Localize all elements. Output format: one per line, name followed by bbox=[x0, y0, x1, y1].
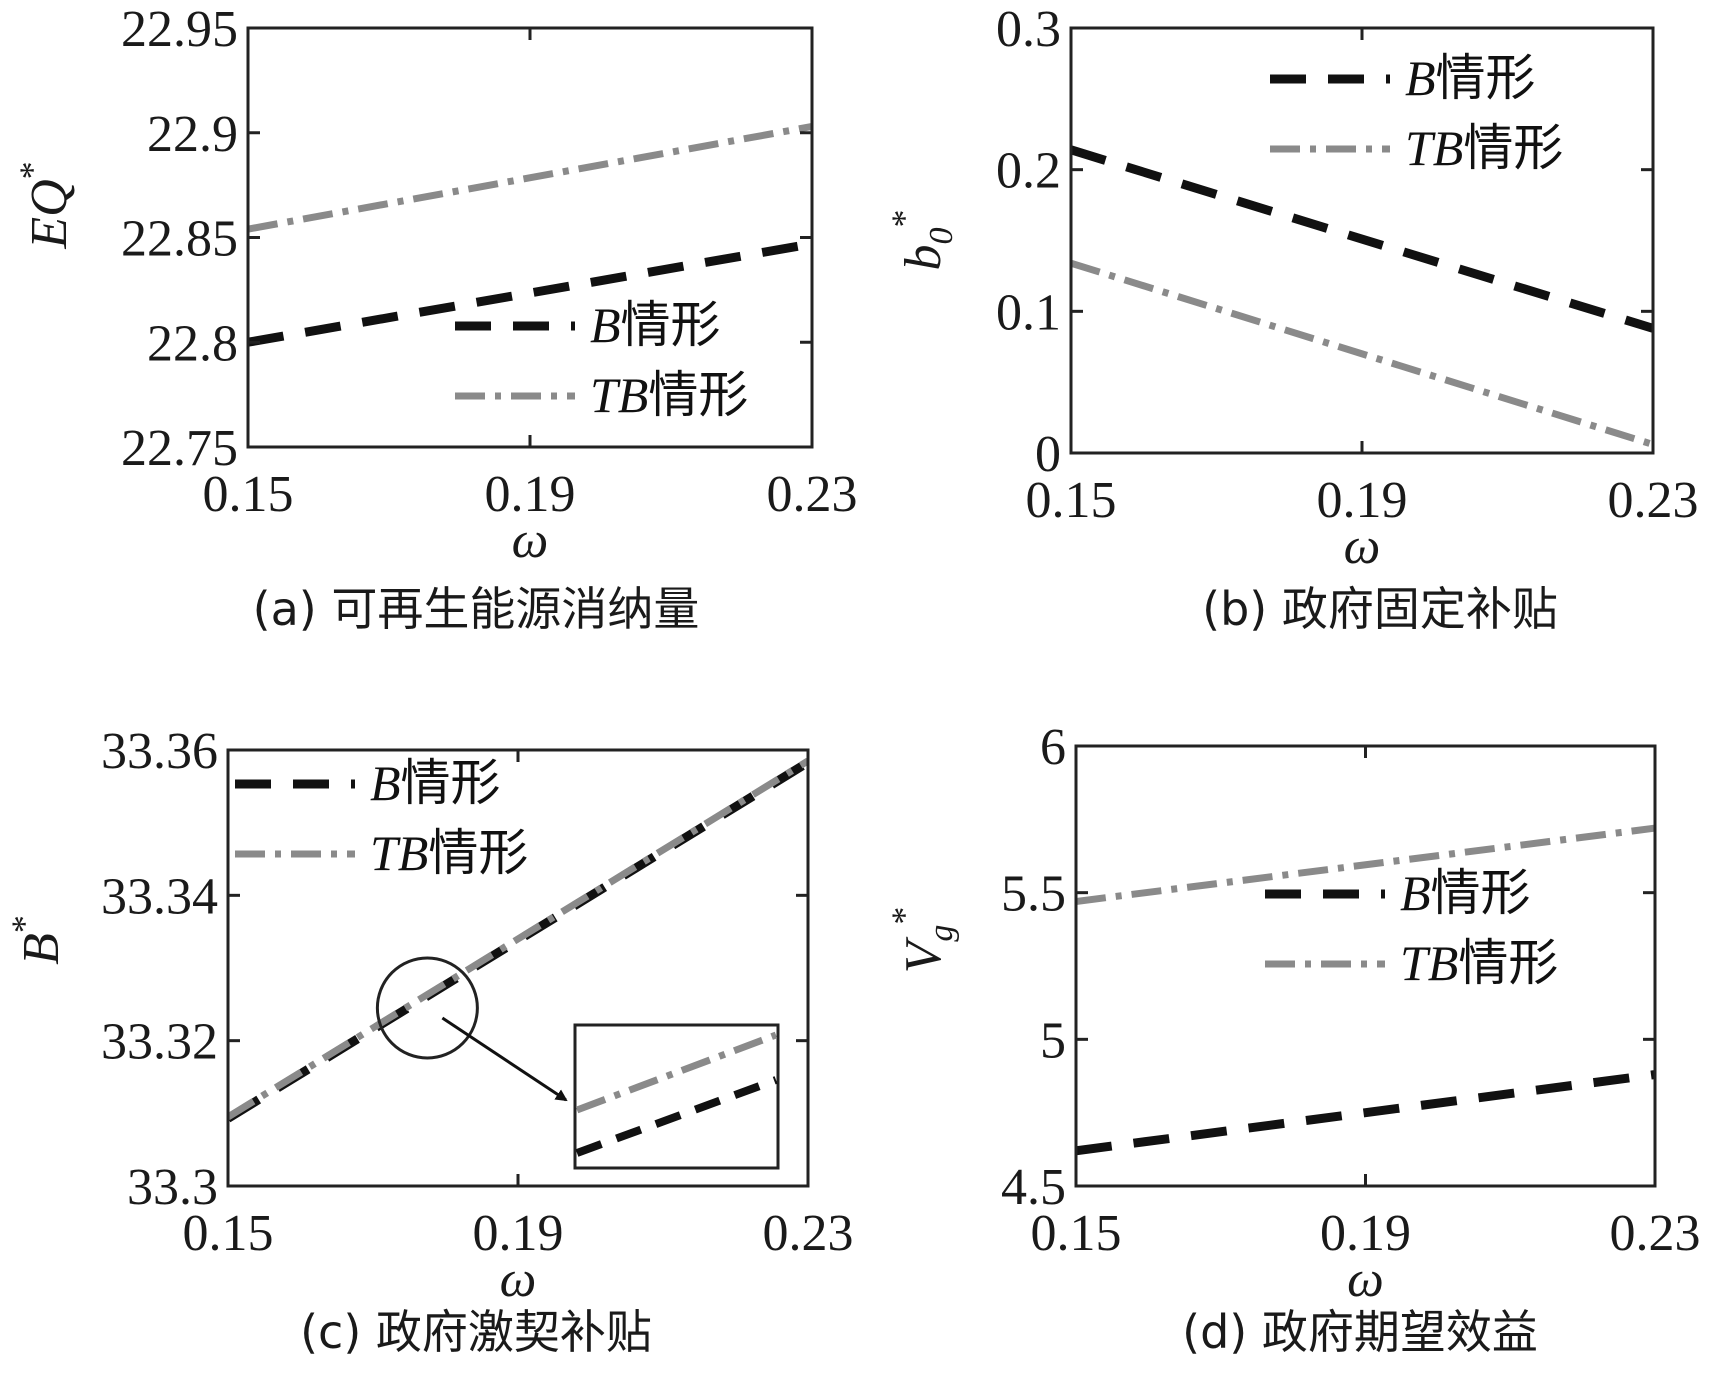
y-tick-label: 0.2 bbox=[996, 143, 1061, 200]
series-line-tb bbox=[228, 757, 808, 1120]
y-tick-label: 33.34 bbox=[101, 868, 218, 925]
legend-label-b: B情形 bbox=[370, 754, 501, 812]
y-axis-label: B* bbox=[4, 915, 70, 965]
x-tick-label: 0.19 bbox=[1320, 1205, 1411, 1262]
x-tick-label: 0.15 bbox=[1026, 472, 1117, 529]
series-line-tb bbox=[248, 123, 812, 233]
panel-d: 0.15 0.19 0.23 4.5 5 5.5 6 ω Vg* B情形 TB情形 (d) 政府期望效… bbox=[884, 719, 1701, 1359]
y-tick-label: 0 bbox=[1035, 426, 1061, 483]
y-tick-label: 22.8 bbox=[147, 315, 238, 372]
x-tick-label: 0.23 bbox=[763, 1205, 854, 1262]
inset-series bbox=[575, 1031, 778, 1157]
y-tick-label: 0.1 bbox=[996, 284, 1061, 341]
inset-line-b bbox=[575, 1076, 778, 1157]
y-tick-label: 22.95 bbox=[121, 1, 238, 58]
x-tick-label: 0.15 bbox=[203, 466, 294, 523]
series-line-b bbox=[1076, 1070, 1655, 1156]
legend-label-tb: TB情形 bbox=[590, 366, 748, 424]
x-tick-label: 0.19 bbox=[473, 1205, 564, 1262]
x-tick-label: 0.19 bbox=[1317, 472, 1408, 529]
x-tick-label: 0.15 bbox=[1031, 1205, 1122, 1262]
y-tick-label: 33.36 bbox=[101, 723, 218, 780]
legend-label-b: B情形 bbox=[1405, 49, 1536, 107]
series-line-tb bbox=[1071, 259, 1653, 448]
x-tick-label: 0.23 bbox=[1608, 472, 1699, 529]
y-tick-label: 5.5 bbox=[1001, 866, 1066, 923]
x-axis-label: ω bbox=[512, 512, 549, 569]
series-group bbox=[248, 123, 812, 347]
x-axis-label: ω bbox=[1347, 1251, 1384, 1308]
panel-caption: (d) 政府期望效益 bbox=[1182, 1305, 1538, 1359]
legend-label-b: B情形 bbox=[590, 296, 721, 354]
panel-caption: (a) 可再生能源消纳量 bbox=[253, 582, 700, 636]
x-tick-label: 0.23 bbox=[1610, 1205, 1701, 1262]
series-group bbox=[228, 757, 808, 1123]
inset-line-tb bbox=[575, 1031, 778, 1114]
y-tick-label: 22.9 bbox=[147, 106, 238, 163]
y-tick-label: 4.5 bbox=[1001, 1159, 1066, 1216]
legend: B情形 TB情形 bbox=[1265, 864, 1558, 992]
y-tick-label: 33.32 bbox=[101, 1014, 218, 1071]
panel-c: 0.15 0.19 0.23 33.3 33.32 33.34 33.36 ω B* B情形 TB情… bbox=[4, 723, 854, 1359]
x-tick-label: 0.19 bbox=[485, 466, 576, 523]
series-line-b bbox=[248, 239, 812, 347]
y-tick-label: 5 bbox=[1040, 1012, 1066, 1069]
x-axis-label: ω bbox=[500, 1251, 537, 1308]
y-axis-label: EQ* bbox=[12, 161, 78, 249]
y-tick-label: 6 bbox=[1040, 719, 1066, 776]
panel-b: 0.15 0.19 0.23 0 0.1 0.2 0.3 ω b0* B情形 TB情形 (b) 政府固… bbox=[884, 1, 1699, 636]
legend: B情形 TB情形 bbox=[1270, 49, 1563, 177]
legend-label-tb: TB情形 bbox=[370, 824, 528, 882]
legend: B情形 TB情形 bbox=[455, 296, 748, 424]
panel-a: 0.15 0.19 0.23 22.75 22.8 22.85 22.9 22.95 ω EQ* B… bbox=[12, 1, 858, 636]
series-group bbox=[1076, 824, 1655, 1156]
series-group bbox=[1071, 145, 1653, 448]
x-tick-label: 0.23 bbox=[767, 466, 858, 523]
zoom-circle bbox=[375, 956, 479, 1060]
y-axis-label: Vg* bbox=[884, 907, 960, 974]
y-tick-label: 22.75 bbox=[121, 420, 238, 477]
series-line-tb bbox=[1076, 824, 1655, 905]
legend-label-tb: TB情形 bbox=[1400, 934, 1558, 992]
y-tick-label: 22.85 bbox=[121, 211, 238, 268]
y-tick-label: 33.3 bbox=[127, 1159, 218, 1216]
legend-label-b: B情形 bbox=[1400, 864, 1531, 922]
zoom-arrow bbox=[441, 1016, 568, 1102]
y-axis-label: b0* bbox=[884, 210, 960, 271]
panel-caption: (c) 政府激契补贴 bbox=[300, 1305, 652, 1359]
legend-label-tb: TB情形 bbox=[1405, 119, 1563, 177]
panel-caption: (b) 政府固定补贴 bbox=[1202, 582, 1558, 636]
y-tick-label: 0.3 bbox=[996, 1, 1061, 58]
series-line-b bbox=[1071, 145, 1653, 333]
legend: B情形 TB情形 bbox=[235, 754, 528, 882]
x-tick-label: 0.15 bbox=[183, 1205, 274, 1262]
x-axis-label: ω bbox=[1344, 518, 1381, 575]
